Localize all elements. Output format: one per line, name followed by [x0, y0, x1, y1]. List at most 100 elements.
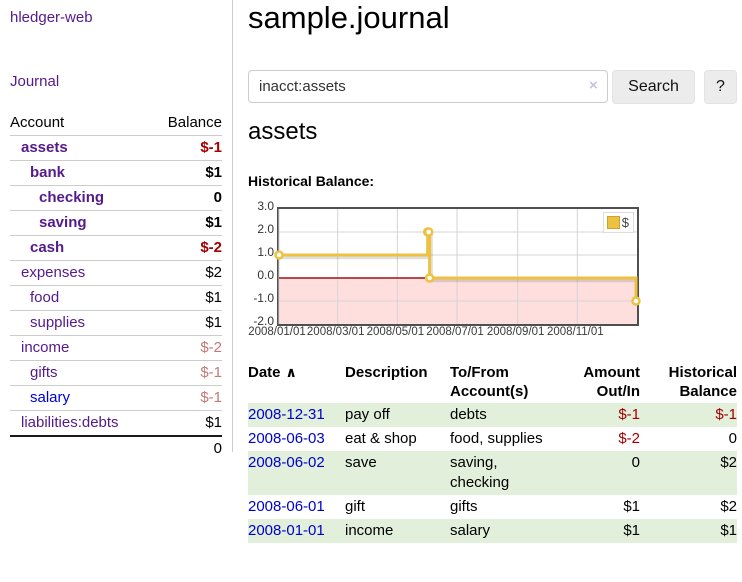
transaction-description: pay off	[345, 406, 390, 423]
help-button[interactable]: ?	[704, 70, 737, 104]
account-balance: $1	[205, 414, 222, 431]
legend-label: $	[621, 215, 629, 230]
balance-column-header: Historical Balance	[668, 364, 737, 400]
account-page-title: assets	[248, 118, 318, 145]
y-axis-tick-label: -2.0	[253, 314, 274, 328]
description-column-header: Description	[345, 364, 428, 381]
transaction-date-link[interactable]: 2008-06-02	[248, 454, 325, 471]
account-balance: $-2	[200, 239, 222, 256]
transaction-description: gift	[345, 498, 366, 515]
transaction-row: 2008-06-01 gift gifts $1 $2	[248, 495, 737, 519]
transaction-date-link[interactable]: 2008-06-03	[248, 430, 325, 447]
balance-chart-plot[interactable]: $	[274, 207, 641, 326]
accounts-table-header: Account Balance	[10, 110, 222, 136]
x-axis-tick-label: 2008/09/01	[486, 326, 545, 338]
sidebar-account-link-salary[interactable]: salary	[30, 389, 71, 406]
transaction-date-cell: 2008-12-31	[248, 403, 345, 427]
account-row: supplies $1	[10, 310, 222, 336]
sidebar-account-link-food[interactable]: food	[30, 289, 60, 306]
account-row: cash $-2	[10, 235, 222, 261]
journal-title: sample.journal	[248, 0, 450, 35]
chart-legend: $	[602, 212, 634, 233]
clear-search-icon[interactable]: ×	[589, 77, 598, 94]
transaction-date-link[interactable]: 2008-01-01	[248, 522, 325, 539]
transaction-accounts: gifts	[450, 498, 478, 515]
app-title-link[interactable]: hledger-web	[10, 9, 93, 26]
x-axis-tick-label: 2008/03/01	[306, 326, 365, 338]
y-axis-tick-label: 2.0	[257, 222, 274, 236]
x-axis-tick-label: 2008/01/01	[248, 326, 306, 338]
date-column-header[interactable]: Date ∧	[248, 364, 297, 381]
transaction-description: eat & shop	[345, 430, 417, 447]
sidebar-account-link-expenses[interactable]: expenses	[21, 264, 86, 281]
x-axis-tick-label: 2008/05/01	[366, 326, 425, 338]
transaction-date-link[interactable]: 2008-06-01	[248, 498, 325, 515]
sidebar-account-link-cash[interactable]: cash	[30, 239, 65, 256]
accounts-total-value: 0	[151, 435, 222, 461]
transaction-amount: $1	[623, 498, 640, 515]
transaction-accounts: debts	[450, 406, 487, 423]
accounts-table: Account Balance assets $-1 bank $1 checking 0…	[10, 110, 222, 461]
account-row: checking 0	[10, 185, 222, 211]
transaction-description: income	[345, 522, 394, 539]
sidebar-account-link-bank[interactable]: bank	[30, 164, 66, 181]
account-row: food $1	[10, 285, 222, 311]
transaction-row: 2008-01-01 income salary $1 $1	[248, 519, 737, 543]
sidebar-account-link-assets[interactable]: assets	[21, 139, 68, 156]
accounts-total-row: 0	[10, 435, 222, 461]
sidebar-account-link-checking[interactable]: checking	[39, 189, 105, 206]
nav-journal-link[interactable]: Journal	[10, 73, 60, 90]
account-row: saving $1	[10, 210, 222, 236]
transaction-date-cell: 2008-01-01	[248, 519, 345, 543]
account-row: assets $-1	[10, 135, 222, 161]
transaction-row: 2008-12-31 pay off debts $-1 $-1	[248, 403, 737, 427]
account-balance: 0	[213, 189, 222, 206]
y-axis-tick-label: 3.0	[257, 199, 274, 213]
account-balance: $-1	[200, 389, 222, 406]
sidebar-account-link-gifts[interactable]: gifts	[30, 364, 58, 381]
transaction-amount: $-1	[618, 406, 640, 423]
transaction-balance: $-1	[715, 406, 737, 423]
account-row: liabilities:debts $1	[10, 410, 222, 437]
transaction-accounts: saving, checking	[450, 454, 510, 491]
sort-ascending-icon: ∧	[285, 364, 297, 380]
transaction-amount: $-2	[618, 430, 640, 447]
transaction-amount: $1	[623, 522, 640, 539]
register-header-row: Date ∧ Description To/From Account(s) Amo…	[248, 361, 737, 403]
transaction-balance: $2	[720, 498, 737, 515]
sidebar-account-link-saving[interactable]: saving	[39, 214, 87, 231]
transaction-date-link[interactable]: 2008-12-31	[248, 406, 325, 423]
transaction-balance: $1	[720, 522, 737, 539]
account-balance: $2	[205, 264, 222, 281]
accounts-column-header: To/From Account(s)	[450, 364, 529, 400]
transaction-date-cell: 2008-06-01	[248, 495, 345, 519]
account-column-header: Account	[10, 114, 65, 131]
sidebar-account-link-income[interactable]: income	[21, 339, 70, 356]
y-axis-tick-label: 0.0	[257, 268, 274, 282]
account-row: salary $-1	[10, 385, 222, 411]
transaction-amount: 0	[631, 454, 640, 471]
sidebar: hledger-web Journal Account Balance asse…	[0, 0, 232, 461]
legend-swatch-icon	[606, 216, 620, 229]
transaction-date-cell: 2008-06-02	[248, 451, 345, 495]
transaction-accounts: food, supplies	[450, 430, 543, 447]
account-balance: $1	[205, 214, 222, 231]
y-axis-tick-label: -1.0	[253, 291, 274, 305]
search-input[interactable]	[248, 70, 608, 103]
account-row: expenses $2	[10, 260, 222, 286]
account-row: gifts $-1	[10, 360, 222, 386]
transaction-balance: 0	[728, 430, 737, 447]
sidebar-account-link-liabilities-debts[interactable]: liabilities:debts	[21, 414, 119, 431]
transaction-row: 2008-06-02 save saving, checking 0 $2	[248, 451, 737, 495]
search-button[interactable]: Search	[612, 70, 695, 104]
account-balance: $-2	[200, 339, 222, 356]
transaction-description: save	[345, 454, 377, 471]
account-balance: $1	[205, 314, 222, 331]
account-balance: $1	[205, 164, 222, 181]
x-axis-tick-label: 2008/11/01	[546, 326, 604, 338]
search-bar: × Search ?	[248, 70, 742, 104]
account-balance: $1	[205, 289, 222, 306]
account-balance: $-1	[200, 139, 222, 156]
sidebar-account-link-supplies[interactable]: supplies	[30, 314, 86, 331]
transaction-row: 2008-06-03 eat & shop food, supplies $-2 0	[248, 427, 737, 451]
